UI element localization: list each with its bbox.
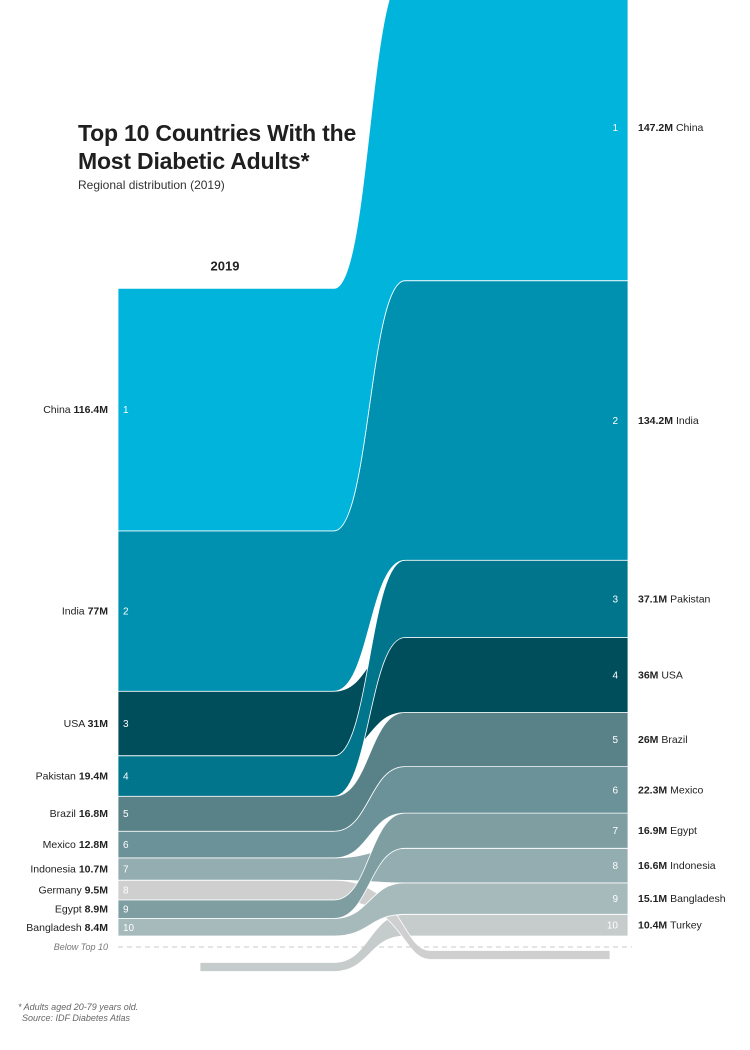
right-rank-8: 8 (612, 861, 618, 872)
chart-title-line-1: Top 10 Countries With the (78, 120, 357, 146)
left-rank-5: 5 (123, 809, 129, 820)
left-rank-9: 9 (123, 905, 129, 916)
left-label-brazil: Brazil 16.8M (50, 808, 109, 820)
right-label-pakistan: 37.1M Pakistan (638, 593, 711, 605)
footnote-source: Source: IDF Diabetes Atlas (22, 1013, 131, 1023)
left-rank-10: 10 (123, 923, 135, 934)
right-rank-1: 1 (612, 123, 618, 134)
right-label-brazil: 26M Brazil (638, 734, 688, 746)
right-label-usa: 36M USA (638, 670, 683, 682)
left-rank-1: 1 (123, 405, 129, 416)
left-rank-3: 3 (123, 719, 129, 730)
year-label-2019: 2019 (211, 258, 240, 273)
flow-turkey (199, 913, 629, 972)
right-rank-6: 6 (612, 785, 618, 796)
right-rank-7: 7 (612, 826, 618, 837)
right-rank-2: 2 (612, 416, 618, 427)
left-label-mexico: Mexico 12.8M (43, 839, 109, 851)
flow-china (117, 0, 629, 532)
right-label-mexico: 22.3M Mexico (638, 784, 704, 796)
left-rank-4: 4 (123, 772, 129, 783)
chart-subtitle: Regional distribution (2019) (78, 178, 225, 192)
footnote: * Adults aged 20-79 years old. Source: I… (18, 1002, 138, 1024)
right-label-indonesia: 16.6M Indonesia (638, 860, 716, 872)
left-label-usa: USA 31M (64, 718, 109, 730)
right-rank-4: 4 (612, 671, 618, 682)
flow-bangladesh (117, 882, 629, 937)
left-label-pakistan: Pakistan 19.4M (36, 771, 109, 783)
footnote-line-1: * Adults aged 20-79 years old. (18, 1002, 139, 1012)
left-label-indonesia: Indonesia 10.7M (30, 864, 108, 876)
left-label-india: India 77M (62, 606, 108, 618)
right-label-china: 147.2M China (638, 122, 704, 134)
right-label-egypt: 16.9M Egypt (638, 825, 697, 837)
left-label-china: China 116.4M (43, 404, 108, 416)
left-label-egypt: Egypt 8.9M (55, 904, 108, 916)
right-label-india: 134.2M India (638, 415, 699, 427)
left-rank-8: 8 (123, 886, 129, 897)
flow-egypt (117, 812, 629, 919)
right-label-bangladesh: 15.1M Bangladesh (638, 893, 726, 905)
left-label-germany: Germany 9.5M (39, 885, 109, 897)
left-rank-7: 7 (123, 865, 129, 876)
flow-pakistan (117, 559, 629, 797)
left-rank-2: 2 (123, 607, 129, 618)
flow-layer (117, 0, 629, 972)
right-rank-5: 5 (612, 735, 618, 746)
right-rank-3: 3 (612, 594, 618, 605)
right-rank-10: 10 (607, 921, 619, 932)
right-rank-9: 9 (612, 894, 618, 905)
chart-title: Top 10 Countries With the Most Diabetic … (78, 119, 356, 175)
below-top-10-label: Below Top 10 (54, 942, 108, 952)
flow-brazil (117, 712, 629, 832)
left-rank-6: 6 (123, 840, 129, 851)
right-label-turkey: 10.4M Turkey (638, 920, 703, 932)
chart-title-line-2: Most Diabetic Adults* (78, 148, 310, 174)
left-label-bangladesh: Bangladesh 8.4M (26, 922, 108, 934)
